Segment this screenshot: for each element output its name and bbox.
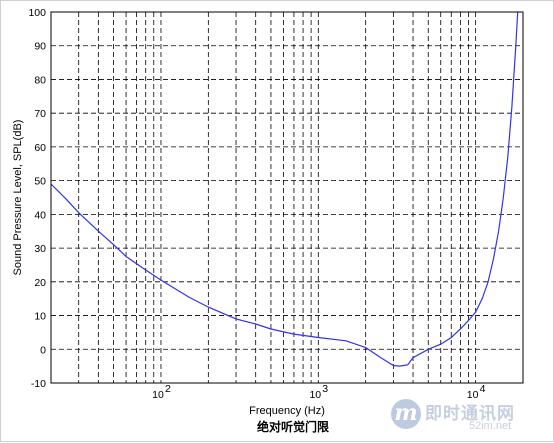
- watermark-badge: m: [391, 399, 421, 429]
- series-line: [50, 11, 519, 367]
- x-axis-ticks: 10 2 10 3 10 4: [152, 383, 486, 401]
- x-tick-base: 10: [309, 389, 321, 401]
- x-tick-base: 10: [152, 389, 164, 401]
- y-tick-label: 50: [34, 176, 46, 188]
- x-tick-label: 10 2: [152, 383, 171, 401]
- y-tick-label: -10: [31, 378, 46, 390]
- y-tick-label: 90: [34, 41, 46, 53]
- y-axis-ticks: -10 0 10 20 30 40 50 60 70 80 90 100: [28, 7, 46, 390]
- plot-area: [50, 11, 524, 384]
- x-tick-label: 10 4: [467, 383, 486, 401]
- y-tick-label: 0: [40, 344, 46, 356]
- y-tick-label: 40: [34, 209, 46, 221]
- x-tick-label: 10 3: [309, 383, 328, 401]
- y-tick-label: 20: [34, 277, 46, 289]
- x-tick-exponent: 4: [480, 383, 486, 395]
- watermark-url: 52im.net: [469, 420, 512, 432]
- x-tick-base: 10: [467, 389, 479, 401]
- y-tick-label: 70: [34, 108, 46, 120]
- chart-title: 绝对听觉门限: [257, 419, 329, 434]
- x-tick-exponent: 2: [165, 383, 171, 395]
- x-axis-label: Frequency (Hz): [249, 405, 325, 417]
- y-tick-label: 30: [34, 243, 46, 255]
- y-tick-label: 80: [34, 74, 46, 86]
- grid: [51, 12, 523, 383]
- x-tick-exponent: 3: [322, 383, 328, 395]
- y-tick-label: 100: [28, 7, 46, 19]
- watermark-text: 即时通讯网: [425, 404, 515, 424]
- watermark-logo: m 即时通讯网 52im.net: [391, 395, 551, 439]
- y-tick-label: 10: [34, 311, 46, 323]
- y-tick-label: 60: [34, 142, 46, 154]
- y-axis-label: Sound Pressure Level, SPL(dB): [12, 120, 24, 276]
